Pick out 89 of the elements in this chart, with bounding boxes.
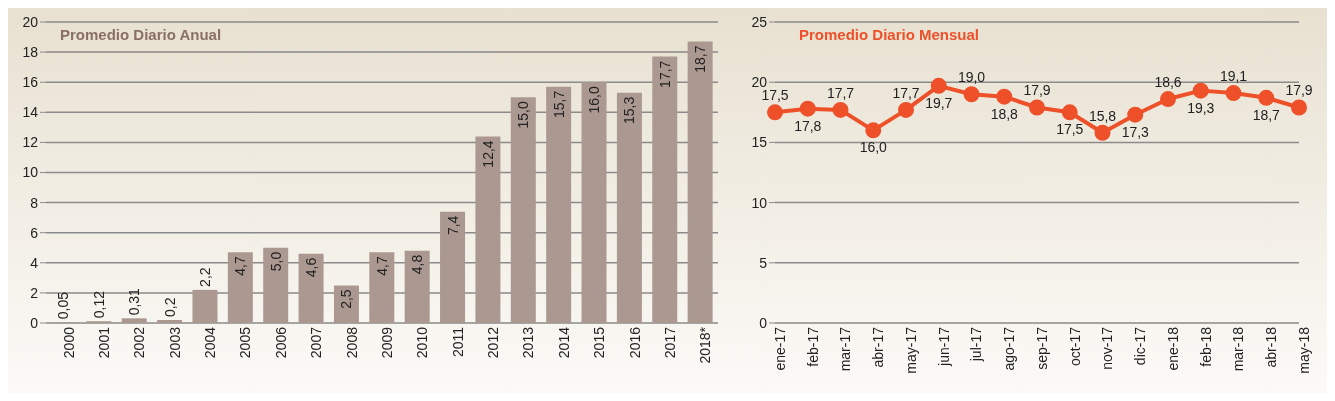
- data-label: 4,7: [232, 256, 249, 276]
- x-tick-label: mar-18: [1230, 326, 1247, 372]
- x-tick-label: mar-17: [837, 326, 854, 372]
- x-tick-label: may-17: [902, 326, 919, 374]
- x-tick-label: oct-17: [1066, 326, 1083, 366]
- data-label: 0,31: [126, 287, 143, 316]
- data-label: 15,0: [515, 101, 532, 129]
- x-tick-label: 2010: [414, 326, 431, 359]
- x-tick-label: 2018*: [697, 326, 714, 364]
- chart-title: Promedio Diario Anual: [60, 26, 222, 43]
- y-tick-label: 15: [751, 134, 768, 151]
- data-label: 16,0: [859, 139, 888, 156]
- y-tick-label: 20: [22, 13, 39, 30]
- data-label: 5,0: [267, 251, 284, 272]
- x-tick-label: feb-18: [1197, 326, 1214, 367]
- data-label: 15,8: [1088, 107, 1117, 124]
- x-tick-label: 2000: [60, 326, 77, 359]
- x-tick-label: 2009: [378, 326, 395, 359]
- y-tick-label: 0: [759, 314, 768, 331]
- data-label: 19,0: [957, 69, 986, 86]
- data-label: 17,9: [1285, 82, 1313, 99]
- data-label: 19,7: [925, 94, 953, 111]
- data-label: 7,4: [444, 215, 461, 236]
- y-tick-label: 4: [30, 254, 39, 271]
- y-tick-label: 6: [30, 224, 39, 241]
- x-tick-label: 2006: [272, 326, 289, 359]
- x-tick-label: 2015: [591, 326, 608, 359]
- y-tick-label: 16: [22, 74, 39, 91]
- data-label: 17,9: [1023, 82, 1051, 99]
- data-label: 17,7: [892, 84, 920, 101]
- data-label: 17,5: [1056, 121, 1084, 138]
- y-tick-label: 2: [30, 284, 39, 301]
- y-tick-label: 5: [759, 254, 768, 271]
- x-tick-label: 2016: [626, 326, 643, 359]
- data-label: 0,2: [161, 297, 178, 317]
- data-label: 2,5: [338, 289, 355, 309]
- data-label: 15,3: [621, 96, 638, 124]
- x-tick-label: 2002: [131, 326, 148, 359]
- x-tick-label: 2008: [343, 326, 360, 359]
- data-label: 18,8: [990, 105, 1019, 122]
- chart-title: Promedio Diario Mensual: [799, 26, 980, 43]
- data-label: 4,6: [303, 257, 320, 278]
- x-tick-label: 2007: [308, 326, 325, 359]
- x-tick-label: 2003: [166, 326, 183, 359]
- data-label: 17,8: [794, 117, 822, 134]
- x-tick-label: ene-18: [1164, 326, 1181, 371]
- x-tick-label: ene-17: [771, 326, 788, 371]
- x-tick-label: feb-17: [804, 326, 821, 367]
- y-tick-label: 0: [30, 314, 39, 331]
- y-tick-label: 10: [22, 164, 39, 181]
- x-tick-label: 2017: [661, 326, 678, 359]
- x-tick-label: 2004: [202, 326, 219, 359]
- data-label: 18,7: [1252, 106, 1281, 123]
- x-tick-label: 2001: [95, 326, 112, 359]
- y-tick-label: 12: [22, 134, 39, 151]
- y-tick-label: 8: [30, 194, 39, 211]
- data-label: 16,0: [586, 85, 603, 114]
- data-label: 4,8: [409, 254, 426, 275]
- data-label: 19,1: [1219, 68, 1248, 85]
- x-tick-label: 2012: [485, 326, 502, 359]
- x-tick-label: sep-17: [1033, 326, 1050, 370]
- x-tick-label: jul-17: [968, 326, 985, 363]
- data-label: 4,7: [373, 256, 390, 276]
- y-tick-label: 25: [751, 13, 768, 30]
- x-tick-label: abr-18: [1263, 326, 1280, 368]
- data-label: 15,7: [550, 90, 567, 118]
- x-tick-label: dic-17: [1132, 326, 1149, 366]
- data-label: 0,12: [90, 290, 107, 319]
- y-tick-label: 14: [22, 104, 39, 121]
- data-label: 19,3: [1187, 99, 1215, 116]
- x-tick-label: abr-17: [870, 326, 887, 368]
- data-label: 18,6: [1154, 74, 1182, 91]
- data-label: 2,2: [196, 267, 213, 287]
- x-tick-label: may-18: [1295, 326, 1312, 374]
- data-label: 17,3: [1121, 123, 1150, 140]
- data-label: 0,05: [55, 291, 72, 320]
- data-label: 18,7: [692, 45, 709, 73]
- data-label: 12,4: [479, 140, 496, 168]
- data-label: 17,7: [656, 60, 673, 88]
- x-tick-label: 2013: [520, 326, 537, 359]
- y-tick-label: 10: [751, 194, 768, 211]
- x-tick-label: 2011: [449, 326, 466, 358]
- x-tick-label: jun-17: [935, 326, 952, 367]
- y-tick-label: 18: [22, 44, 39, 61]
- x-tick-label: 2005: [237, 326, 254, 359]
- x-tick-label: 2014: [555, 326, 572, 359]
- x-tick-label: ago-17: [1001, 326, 1018, 371]
- data-label: 17,7: [826, 84, 855, 101]
- x-tick-label: nov-17: [1099, 326, 1116, 370]
